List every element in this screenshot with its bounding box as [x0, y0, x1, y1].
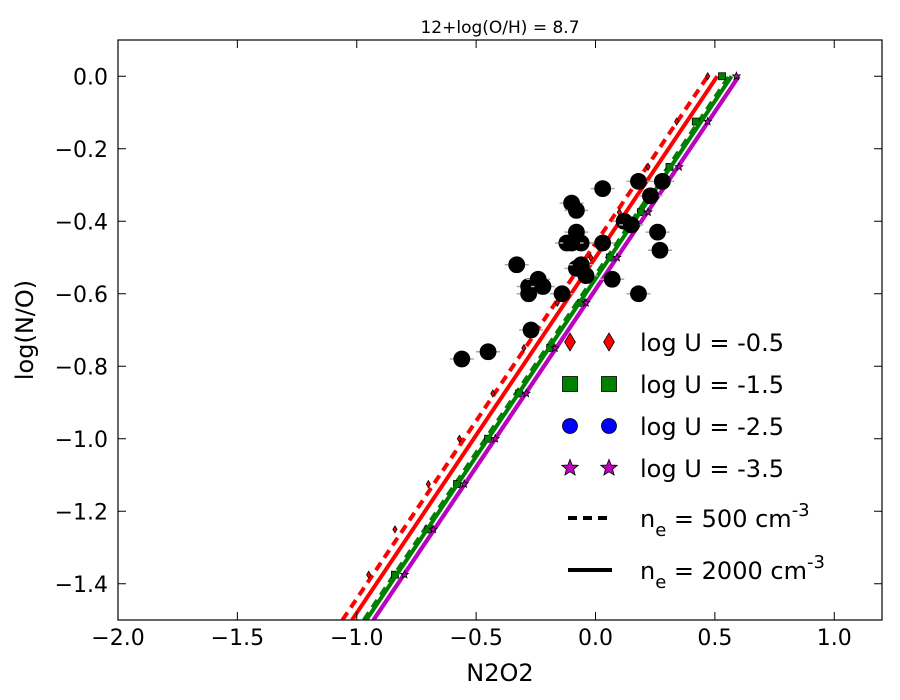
legend-label: log U = -1.5 [640, 371, 784, 399]
legend-item-5: ne = 2000 cm-3 [568, 552, 825, 593]
model-marker [643, 207, 653, 217]
x-tick-label: −0.5 [449, 626, 502, 651]
legend-item-0: log U = -0.5 [564, 329, 784, 357]
data-point [453, 350, 471, 368]
model-marker [674, 161, 684, 171]
y-tick-label: −1.4 [55, 573, 108, 598]
legend-marker [601, 418, 617, 434]
legend-marker [562, 376, 578, 392]
model-marker [581, 297, 591, 307]
model-marker [490, 389, 496, 398]
legend-marker [603, 332, 615, 352]
plot-frame [117, 39, 883, 621]
y-tick-label: −0.4 [55, 210, 108, 235]
x-tick-label: −2.0 [91, 626, 144, 651]
data-point [603, 270, 621, 288]
x-tick-label: −1.5 [211, 626, 264, 651]
model-marker [521, 343, 527, 353]
model-marker [612, 252, 622, 262]
legend-label: log U = -0.5 [640, 329, 784, 357]
data-point [563, 234, 581, 252]
model-marker [588, 253, 594, 262]
model-line-3 [364, 75, 734, 620]
model-marker [428, 524, 439, 534]
y-tick-label: −0.8 [55, 355, 108, 380]
model-marker [521, 388, 532, 398]
model-marker [718, 72, 726, 81]
x-tick-label: −1.0 [330, 626, 383, 651]
legend-marker [560, 458, 580, 476]
data-point [553, 285, 571, 303]
data-point [630, 172, 647, 190]
y-tick-label: −0.2 [55, 138, 108, 163]
legend-item-2: log U = -2.5 [562, 413, 784, 441]
model-marker [702, 116, 713, 126]
y-tick-label: −1.2 [55, 500, 108, 525]
model-line-1 [350, 75, 719, 620]
model-marker [705, 71, 711, 81]
model-marker [550, 342, 560, 353]
legend-item-4: ne = 500 cm-3 [568, 500, 810, 541]
data-point [522, 321, 540, 339]
legend-label: ne = 500 cm-3 [640, 500, 810, 541]
y-axis-label: log(N/O) [11, 280, 39, 380]
model-marker [392, 525, 398, 534]
model-marker [490, 433, 501, 443]
legend-label: ne = 2000 cm-3 [640, 552, 825, 593]
data-point [630, 285, 647, 303]
y-axis: 0.0 −0.2 −0.4 −0.6 −0.8 −1.0 −1.2 −1.4 [55, 65, 882, 598]
x-tick-label: 0.5 [697, 626, 732, 651]
legend-marker [599, 458, 619, 476]
chart-title: 12+log(O/H) = 8.7 [420, 18, 579, 38]
data-point [642, 187, 659, 205]
data-point [649, 223, 666, 241]
model-marker [399, 569, 410, 579]
data-point [479, 343, 497, 361]
model-marker [456, 434, 462, 444]
y-tick-label: 0.0 [73, 65, 108, 90]
legend-label: log U = -3.5 [640, 455, 784, 483]
legend-item-3: log U = -3.5 [560, 455, 784, 483]
model-marker [366, 570, 372, 579]
model-marker [425, 479, 431, 489]
x-axis-label: N2O2 [466, 659, 533, 687]
data-point [594, 234, 612, 252]
y-tick-label: −1.0 [55, 428, 108, 453]
legend-marker [562, 418, 578, 434]
y-tick-label: −0.6 [55, 283, 108, 308]
x-tick-label: 1.0 [817, 626, 852, 651]
data-point [508, 256, 526, 274]
plot-area [340, 71, 742, 620]
data-point [520, 285, 538, 303]
data-point [568, 201, 585, 219]
data-point [534, 278, 552, 295]
data-point [653, 172, 671, 190]
data-point [622, 216, 640, 234]
model-marker [674, 117, 680, 126]
legend-item-1: log U = -1.5 [562, 371, 784, 399]
legend-label: log U = -2.5 [640, 413, 784, 441]
model-marker [554, 298, 560, 308]
data-point [651, 241, 669, 259]
legend: log U = -0.5 log U = -1.5 log U = -2.5 log … [560, 329, 825, 593]
x-tick-label: 0.0 [578, 626, 613, 651]
model-marker [645, 162, 651, 172]
legend-marker [564, 332, 576, 352]
data-point [572, 256, 590, 274]
x-axis: −2.0 −1.5 −1.0 −0.5 0.0 0.5 1.0 [91, 40, 852, 651]
model-marker [731, 71, 742, 81]
data-point [594, 180, 612, 198]
model-marker [459, 478, 469, 489]
legend-marker [601, 376, 617, 392]
